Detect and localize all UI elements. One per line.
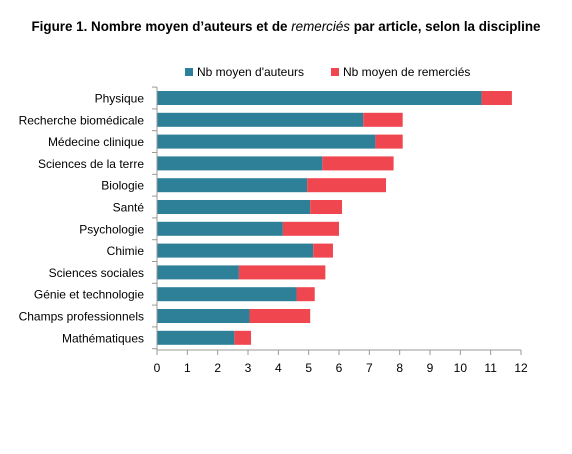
x-tick-label: 2 <box>214 361 221 375</box>
category-label: Mathématiques <box>62 331 144 345</box>
category-label: Biologie <box>101 179 144 193</box>
bar-authors <box>157 243 314 258</box>
category-label: Psychologie <box>79 222 144 236</box>
bar-authors <box>157 221 283 236</box>
chart-title: Figure 1. Nombre moyen d’auteurs et de r… <box>0 19 572 34</box>
x-tick-label: 12 <box>514 361 528 375</box>
legend-swatch-authors <box>185 68 193 76</box>
category-label: Génie et technologie <box>34 288 144 302</box>
bar-authors <box>157 112 364 127</box>
x-tick-label: 4 <box>275 361 282 375</box>
bar-acknowledged <box>310 200 343 214</box>
bar-authors <box>157 156 323 171</box>
bar-authors <box>157 200 311 214</box>
category-labels: Physique Recherche biomédicale Médecine cl… <box>19 92 145 346</box>
category-label: Santé <box>113 201 145 215</box>
legend-swatch-acknowledged <box>331 68 339 76</box>
bar-authors <box>157 178 308 193</box>
bar-authors <box>157 134 376 149</box>
category-label: Médecine clinique <box>48 135 144 149</box>
x-tick-label: 3 <box>245 361 252 375</box>
legend-label-authors: Nb moyen d'auteurs <box>197 65 304 79</box>
x-tick-label: 11 <box>484 361 497 375</box>
category-label: Champs professionnels <box>19 310 144 324</box>
x-tick-label: 7 <box>366 361 373 375</box>
category-label: Sciences de la terre <box>38 157 144 171</box>
x-tick-label: 1 <box>184 361 191 375</box>
category-label: Sciences sociales <box>49 266 144 280</box>
chart-title-suffix: par article, selon la discipline <box>349 19 541 34</box>
chart-title-prefix: Figure 1. Nombre moyen d’auteurs et de <box>31 19 292 34</box>
bar-authors <box>157 265 239 280</box>
bar-acknowledged <box>363 112 403 127</box>
legend-label-acknowledged: Nb moyen de remerciés <box>343 65 470 79</box>
x-tick-label: 9 <box>427 361 434 375</box>
bar-acknowledged <box>238 265 326 280</box>
bar-authors <box>157 287 297 302</box>
bar-authors <box>157 91 482 105</box>
category-label: Recherche biomédicale <box>19 113 145 127</box>
x-tick-label: 8 <box>396 361 403 375</box>
category-label: Chimie <box>107 244 145 258</box>
bar-acknowledged <box>249 309 311 323</box>
axes: 0 1 2 3 4 5 6 7 8 9 10 11 12 <box>152 86 528 375</box>
bar-acknowledged <box>282 221 339 236</box>
category-label: Physique <box>95 92 145 106</box>
chart-legend: Nb moyen d'auteurs Nb moyen de remerciés <box>185 65 470 79</box>
bar-authors <box>157 330 235 345</box>
x-tick-label: 0 <box>154 361 161 375</box>
bar-acknowledged <box>481 91 512 105</box>
bar-group <box>157 91 512 345</box>
bar-acknowledged <box>234 330 252 345</box>
chart-title-emphasis: remerciés <box>291 19 350 34</box>
bar-acknowledged <box>296 287 315 302</box>
bar-acknowledged <box>375 134 403 149</box>
bar-authors <box>157 309 250 323</box>
bar-acknowledged <box>307 178 387 193</box>
bar-acknowledged <box>313 243 333 258</box>
x-tick-label: 5 <box>305 361 312 375</box>
x-tick-label: 10 <box>454 361 468 375</box>
x-tick-label: 6 <box>336 361 343 375</box>
bar-acknowledged <box>322 156 394 171</box>
